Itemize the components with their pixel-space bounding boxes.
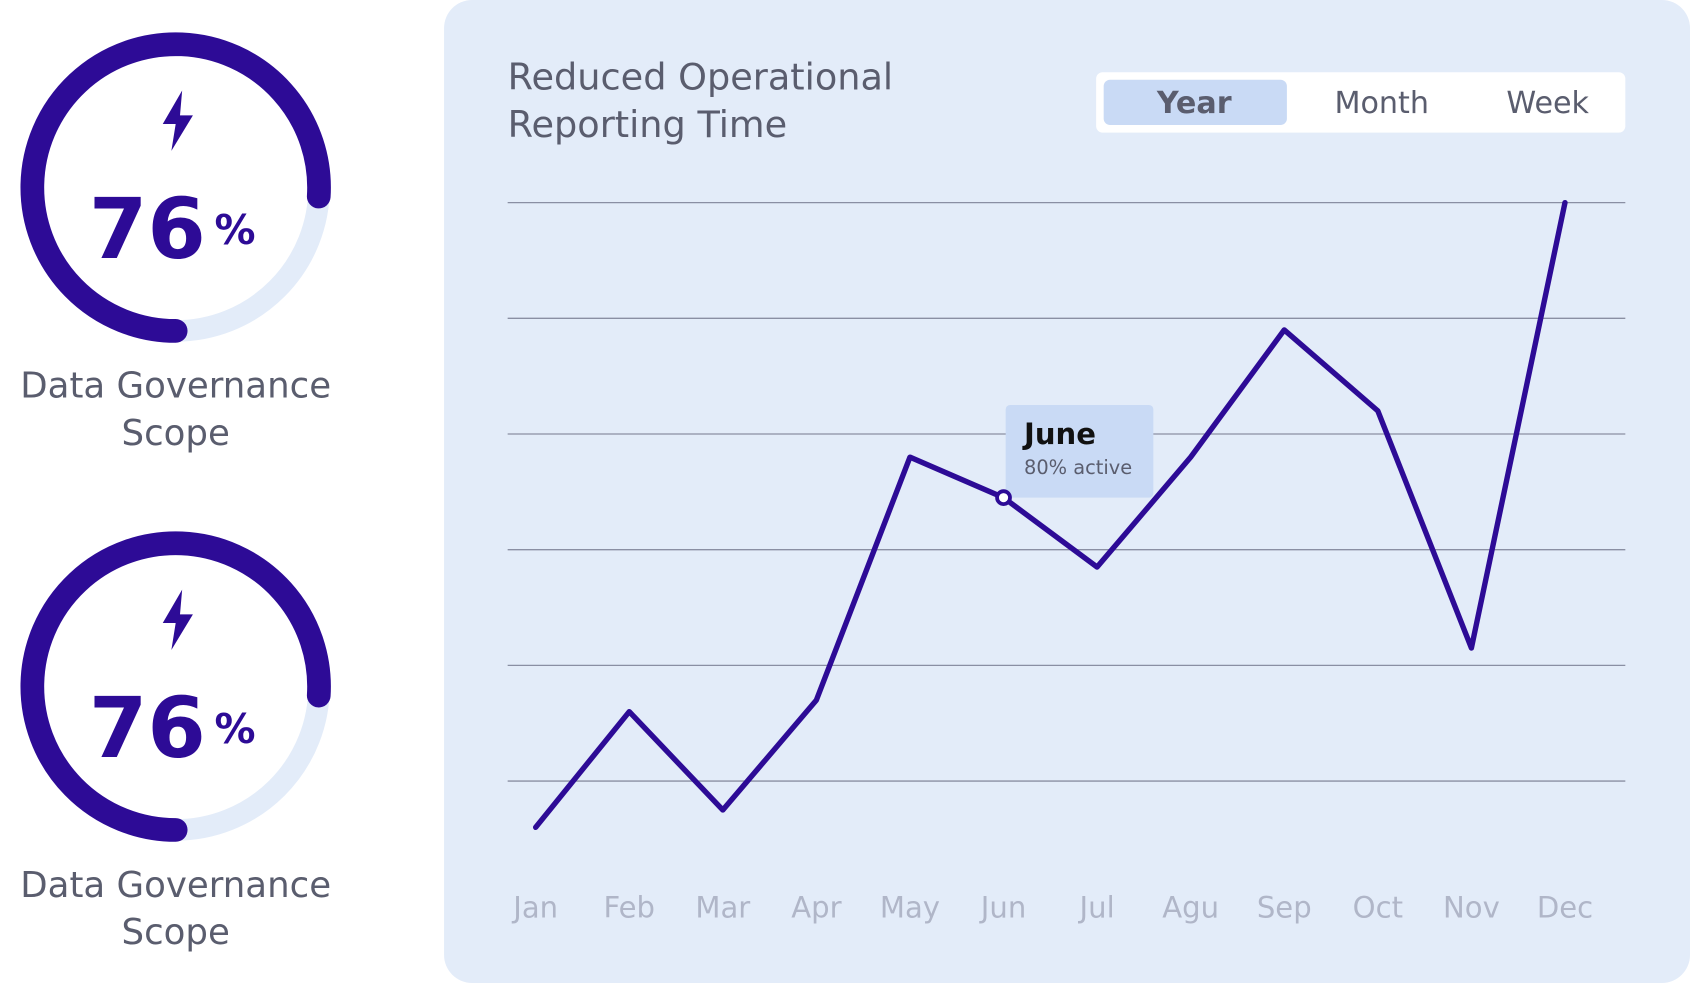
x-tick-label: Nov xyxy=(1443,891,1500,925)
gauge-unit: % xyxy=(214,705,255,753)
data-line xyxy=(532,199,1568,831)
x-tick-label: May xyxy=(880,891,940,925)
gauge-unit: % xyxy=(214,206,255,254)
x-tick-label: Jan xyxy=(511,891,558,925)
tab-selected-bg xyxy=(1103,79,1287,126)
gauge-label: Data Governance Scope xyxy=(20,863,332,953)
gauge-value: 76 xyxy=(89,180,206,278)
x-tick-label: Jun xyxy=(979,891,1026,925)
gauge-arc xyxy=(20,531,331,842)
gauge-arc xyxy=(20,32,331,343)
tooltip-text: 80% active xyxy=(1024,456,1132,479)
x-tick-label: Dec xyxy=(1537,891,1593,925)
x-tick-label: Feb xyxy=(603,891,655,925)
data-point xyxy=(995,489,1012,506)
x-tick-label: Oct xyxy=(1353,891,1403,925)
tab[interactable]: Month xyxy=(1334,86,1429,121)
tooltip-title: June xyxy=(1022,417,1096,451)
bolt-icon xyxy=(162,589,193,650)
tooltip-bg xyxy=(1005,404,1154,498)
gauge-label-box: Data Governance Scope xyxy=(20,863,332,953)
tab[interactable]: Week xyxy=(1506,86,1589,121)
chart-title: Reduced Operational Reporting Time xyxy=(507,56,894,147)
tab[interactable]: Year xyxy=(1156,86,1232,121)
bolt-icon xyxy=(162,90,193,151)
x-tick-label: Agu xyxy=(1162,891,1219,925)
x-tick-label: Mar xyxy=(695,891,750,925)
x-tick-label: Jul xyxy=(1078,891,1115,925)
gauge-label-box: Data Governance Scope xyxy=(20,364,332,454)
x-tick-label: Apr xyxy=(791,891,841,925)
gauge-label: Data Governance Scope xyxy=(20,364,332,454)
chart-title-box: Reduced Operational Reporting Time xyxy=(507,56,894,147)
gauge-value: 76 xyxy=(89,679,206,777)
x-tick-label: Sep xyxy=(1257,891,1312,925)
